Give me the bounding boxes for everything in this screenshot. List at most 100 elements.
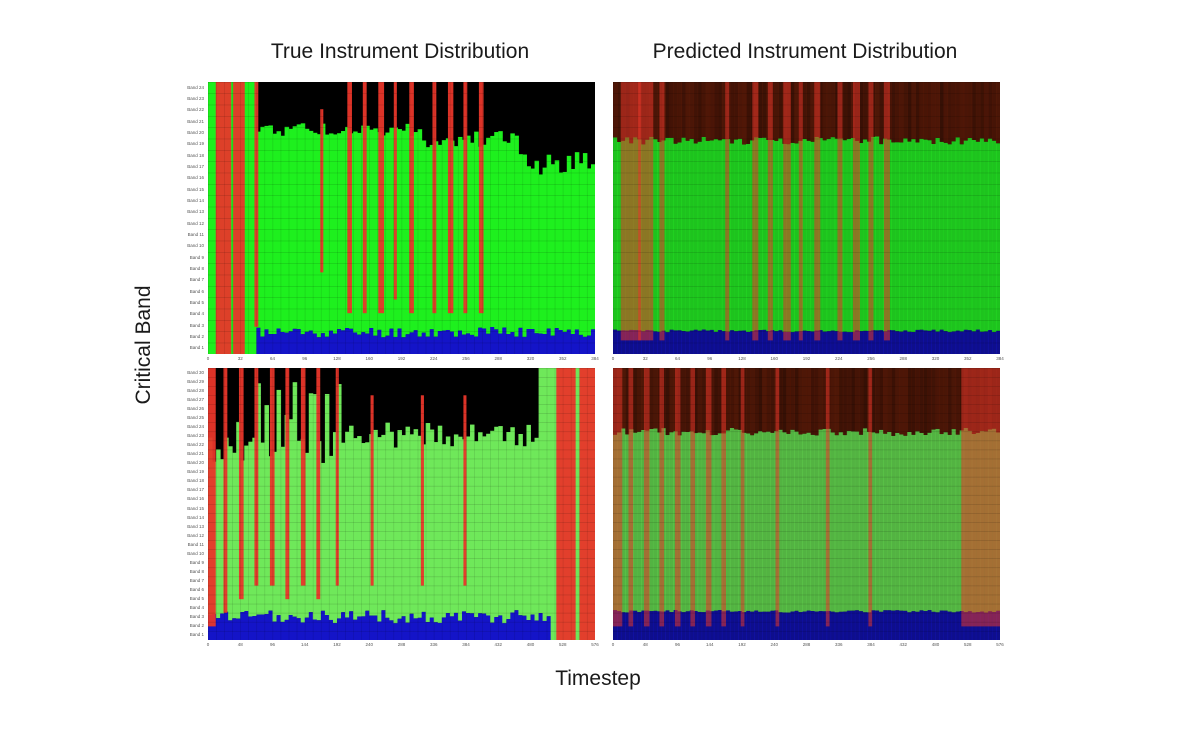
x-tick-label: 432 [494, 642, 502, 647]
heatmap-column [466, 135, 471, 334]
heatmap-column [951, 429, 957, 613]
heatmap-streak [984, 368, 1000, 627]
heatmap-column [673, 143, 678, 331]
heatmap-column-top [802, 368, 807, 434]
heatmap-column-top [895, 368, 900, 433]
heatmap-column [397, 430, 402, 619]
heatmap-column-base [697, 611, 703, 640]
heatmap-col-line [304, 368, 306, 640]
heatmap-row-line [208, 413, 595, 414]
heatmap-column-base [907, 612, 912, 640]
heatmap-column [822, 140, 828, 332]
heatmap-column-base [220, 613, 225, 640]
heatmap-column-base [474, 336, 479, 354]
x-tick-label: 576 [996, 642, 1004, 647]
y-tick-label: Band 15 [187, 186, 204, 192]
heatmap-col-line [983, 368, 985, 640]
heatmap-column-base [413, 618, 419, 640]
heatmap-column [349, 425, 354, 612]
heatmap-column-base [866, 330, 872, 354]
heatmap-column [405, 426, 411, 623]
heatmap-col-line [862, 368, 864, 640]
heatmap-col-line [232, 82, 233, 354]
heatmap-column [546, 154, 552, 329]
heatmap-column-base [701, 329, 707, 354]
heatmap-col-line [725, 368, 727, 640]
heatmap-column [292, 382, 298, 617]
heatmap-streak [638, 82, 654, 341]
heatmap-column-base [413, 330, 419, 354]
heatmap-column-base [770, 610, 775, 640]
heatmap-row-line [208, 585, 595, 587]
heatmap-col-line [224, 368, 225, 640]
heatmap-column-base [377, 621, 382, 640]
heatmap-column [983, 141, 989, 332]
heatmap-column-top [774, 82, 779, 142]
heatmap-column [490, 430, 495, 623]
heatmap-col-line [653, 82, 655, 354]
heatmap-column-base [409, 332, 415, 354]
heatmap-column-base [737, 330, 743, 354]
heatmap-column-top [754, 368, 759, 434]
heatmap-column [701, 433, 707, 613]
heatmap-col-line [401, 368, 403, 640]
heatmap-column-base [272, 333, 278, 354]
heatmap-column-top [975, 82, 981, 142]
heatmap-column [669, 137, 674, 330]
heatmap-column [425, 147, 431, 337]
heatmap-col-line [474, 368, 475, 640]
heatmap-row-line [208, 229, 595, 230]
heatmap-column-base [826, 331, 832, 354]
heatmap-column-base [746, 331, 751, 354]
heatmap-column-base [308, 330, 314, 354]
heatmap-row-line [613, 585, 1000, 587]
heatmap-column-base [401, 616, 407, 640]
heatmap-col-line [669, 82, 671, 354]
heatmap-col-line [345, 368, 346, 640]
heatmap-column [733, 429, 739, 612]
heatmap-column-base [810, 611, 816, 640]
y-tick-label: Band 24 [187, 84, 204, 90]
heatmap-column [875, 136, 880, 331]
heatmap-column [522, 446, 527, 616]
heatmap-column-base [806, 610, 812, 640]
heatmap-row-line [613, 386, 1000, 387]
heatmap-column-base [625, 330, 630, 354]
heatmap-column [510, 427, 515, 613]
heatmap-column [316, 134, 322, 338]
heatmap-column [433, 442, 439, 623]
heatmap-row-line [208, 184, 595, 185]
heatmap-column [995, 143, 1000, 331]
heatmap-col-line [369, 82, 370, 354]
heatmap-column [802, 433, 807, 612]
heatmap-column-base [433, 336, 439, 354]
heatmap-col-line [272, 368, 274, 640]
heatmap-column-top [673, 82, 678, 144]
heatmap-column-top [770, 368, 775, 433]
heatmap-streak [852, 82, 860, 341]
heatmap-row-line [208, 458, 595, 460]
heatmap-streak [269, 368, 275, 586]
heatmap-column-base [280, 621, 286, 640]
heatmap-col-line [546, 368, 548, 640]
x-tick-label: 128 [333, 356, 341, 361]
heatmap-column-base [457, 620, 463, 640]
heatmap-true-bottom-svg [208, 368, 595, 640]
heatmap-row-line [208, 116, 595, 117]
heatmap-column-top [641, 368, 646, 430]
y-tick-label: Band 27 [187, 396, 204, 402]
heatmap-column-base [661, 330, 666, 354]
heatmap-col-line [645, 82, 646, 354]
heatmap-column-base [300, 622, 306, 640]
heatmap-column-base [822, 611, 828, 640]
heatmap-column [574, 368, 580, 640]
y-tick-label: Band 25 [187, 414, 204, 420]
heatmap-column [891, 142, 896, 331]
heatmap-column [697, 141, 703, 331]
heatmap-column [842, 435, 848, 612]
heatmap-row-line [208, 558, 595, 559]
heatmap-column-top [713, 82, 719, 140]
heatmap-column-base [782, 612, 787, 640]
heatmap-col-line [256, 82, 258, 354]
heatmap-streak [752, 82, 759, 341]
